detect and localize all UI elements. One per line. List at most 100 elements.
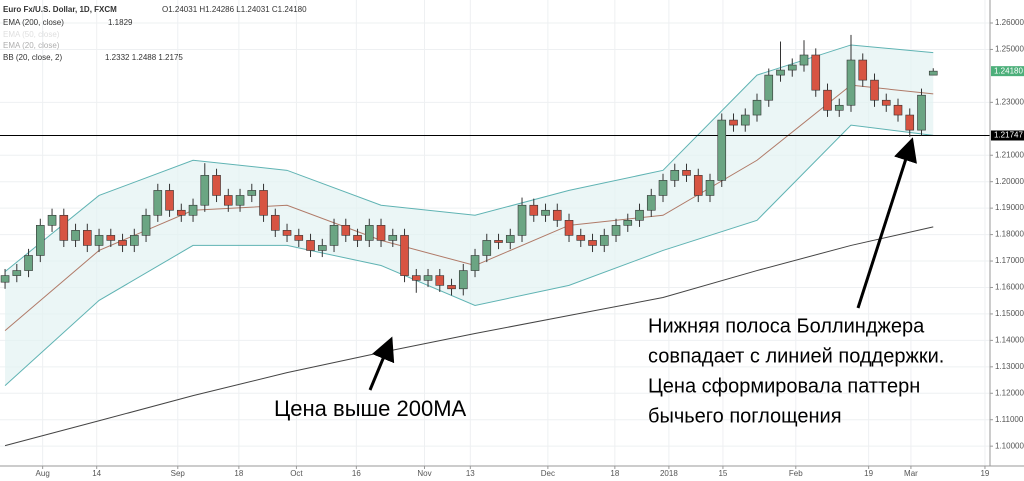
- candle-body: [329, 225, 339, 246]
- annotation-line: Нижняя полоса Боллинджера: [648, 315, 925, 337]
- candle-body: [552, 209, 562, 221]
- candle-body: [576, 235, 586, 241]
- candle-body: [705, 180, 715, 196]
- candle-body: [776, 69, 785, 76]
- indicator: BB (20, close, 2): [3, 53, 62, 62]
- indicator: EMA (200, close): [3, 18, 64, 27]
- candle-body: [529, 204, 539, 216]
- candle-body: [541, 209, 550, 216]
- plot: [0, 34, 990, 447]
- candle-body: [858, 59, 868, 81]
- candle-body: [470, 255, 480, 271]
- candle-body: [623, 220, 633, 226]
- candle-body: [435, 275, 445, 286]
- candle-body: [165, 190, 174, 211]
- candle-body: [423, 275, 433, 281]
- candle-body: [235, 195, 245, 206]
- candle-body: [36, 225, 45, 256]
- x-tick-label: Nov: [417, 469, 431, 478]
- candle-body: [658, 180, 668, 196]
- y-tick-label: 1.26000: [995, 18, 1024, 27]
- candle-body: [388, 235, 398, 241]
- candle-body: [764, 74, 774, 101]
- y-tick-label: 1.25000: [995, 45, 1024, 54]
- candle-body: [670, 170, 680, 181]
- symbol: Euro Fx/U.S. Dollar, 1D, FXCM: [3, 5, 117, 14]
- y-tick-label: 1.21000: [995, 150, 1024, 159]
- y-tick-label: 1.13000: [995, 362, 1024, 371]
- candle-body: [200, 175, 210, 206]
- y-tick-label: 1.17000: [995, 256, 1024, 265]
- candle-body: [635, 209, 644, 221]
- x-tick-label: 19: [864, 469, 873, 478]
- y-tick-label: 1.23000: [995, 97, 1024, 106]
- candle-body: [306, 240, 315, 251]
- indicator-value: 1.1829: [108, 18, 133, 27]
- candle-body: [799, 54, 809, 66]
- candle-body: [259, 190, 268, 216]
- candle-body: [59, 214, 69, 241]
- annotation: Нижняя полоса Боллинджера совпадает с ли…: [274, 315, 944, 427]
- y-tick-label: 1.15000: [995, 309, 1024, 318]
- candle-body: [482, 240, 492, 256]
- candle-body: [729, 119, 738, 126]
- candle-body: [458, 270, 468, 290]
- candle-body: [341, 225, 351, 236]
- axes: 1.10000 1.11000 1.12000 1.13000 1.14000 1.150…: [36, 18, 1024, 478]
- candle-body: [588, 240, 597, 246]
- indicator-value: 1.2332 1.2488 1.2175: [105, 53, 183, 62]
- candle-body: [94, 235, 104, 246]
- bb-lower: [4, 124, 934, 386]
- candle-body: [212, 175, 221, 196]
- y-tick-label: 1.14000: [995, 335, 1024, 344]
- candle-body: [717, 119, 727, 181]
- candle-body: [270, 214, 280, 231]
- candle-body: [82, 230, 92, 246]
- x-tick-label: Sep: [171, 469, 186, 478]
- candle-body: [905, 114, 915, 131]
- y-tick-label: 1.18000: [995, 230, 1024, 239]
- candle-body: [188, 204, 198, 216]
- candle-body: [917, 94, 926, 131]
- candle-body: [787, 64, 797, 71]
- candle-body: [247, 190, 257, 196]
- annotation-line: Цена сформировала паттерн: [648, 375, 920, 397]
- x-tick-label: 13: [466, 469, 475, 478]
- candle-body: [353, 235, 362, 241]
- candle-body: [447, 285, 456, 290]
- candle-body: [129, 235, 139, 246]
- candle-body: [823, 89, 832, 111]
- annotation-line: бычьего поглощения: [648, 405, 842, 427]
- x-tick-label: 2018: [660, 469, 678, 478]
- candle-body: [118, 240, 127, 246]
- candle-body: [811, 54, 821, 91]
- x-tick-label: Oct: [290, 469, 303, 478]
- candle-body: [223, 195, 233, 206]
- candle-body: [646, 195, 656, 211]
- x-tick-label: 19: [980, 469, 989, 478]
- x-tick-label: 15: [718, 469, 727, 478]
- candle-body: [376, 225, 386, 241]
- x-tick-label: 18: [610, 469, 619, 478]
- candle-body: [505, 235, 515, 243]
- candle-body: [881, 99, 891, 106]
- candle-body: [611, 225, 621, 236]
- candle-body: [870, 79, 879, 101]
- candle-body: [282, 230, 292, 236]
- price-tag: [991, 130, 1024, 141]
- candle-body: [12, 270, 22, 276]
- x-tick-label: Aug: [36, 469, 50, 478]
- candle-body: [599, 235, 609, 246]
- y-tick-label: 1.19000: [995, 203, 1024, 212]
- y-tick-label: 1.11000: [995, 415, 1024, 424]
- candle-body: [846, 59, 856, 106]
- candle-body: [893, 104, 903, 116]
- price-tag: [991, 66, 1024, 77]
- x-tick-label: 16: [352, 469, 361, 478]
- candle-body: [693, 175, 703, 196]
- candle-body: [317, 245, 327, 251]
- candle-body: [740, 114, 750, 126]
- candle-body: [153, 190, 163, 216]
- candle-body: [517, 204, 527, 236]
- annotation-line: совпадает с линией поддержки.: [648, 345, 944, 367]
